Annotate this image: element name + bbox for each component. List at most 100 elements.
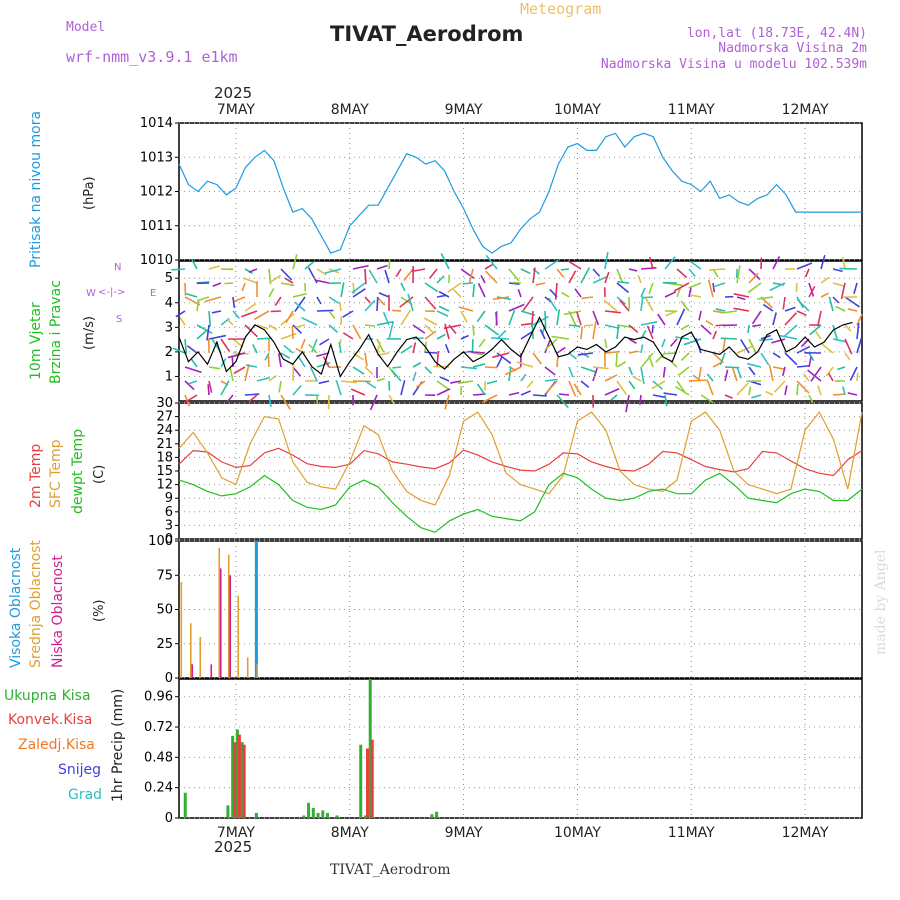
wind-arrow <box>632 375 642 382</box>
wind-arrow <box>211 310 222 314</box>
wind-arrow <box>856 372 859 382</box>
wind-arrow <box>640 321 658 326</box>
model-name: wrf-nmm_v3.9.1 e1km <box>66 48 238 66</box>
wind-arrow <box>204 296 222 303</box>
wind-arrow <box>713 282 726 288</box>
wind-arrow <box>675 336 690 340</box>
wind-arrow <box>556 346 566 354</box>
wind-arrow <box>844 296 860 308</box>
wind-arrow <box>319 338 330 346</box>
wind-arrow <box>244 324 258 338</box>
wind-arrow <box>196 324 213 334</box>
precip-bar <box>359 744 363 818</box>
wind-arrow <box>196 299 200 312</box>
wind-arrow <box>352 366 365 375</box>
wind-arrow <box>648 256 654 270</box>
wind-arrow <box>651 380 666 390</box>
wind-arrow <box>268 375 277 382</box>
wind-arrow <box>784 385 788 396</box>
wind-arrow <box>472 363 486 368</box>
wind-arrow <box>832 282 845 287</box>
wind-arrow <box>220 380 230 396</box>
wind-arrow <box>504 366 522 376</box>
day-label-top: 12MAY <box>782 102 829 118</box>
cloud-bar <box>246 657 249 678</box>
day-label-top: 8MAY <box>331 102 369 118</box>
wind-arrow <box>615 352 618 367</box>
wind-arrow <box>245 364 258 368</box>
wind-arrow <box>472 352 484 356</box>
wind-arrow <box>256 324 269 330</box>
wind-arrow <box>460 310 468 323</box>
wind-arrow <box>208 366 221 370</box>
compass-cross: <-|-> <box>98 287 126 298</box>
wind-arrow <box>807 369 822 382</box>
wind-arrow <box>796 384 799 396</box>
wind-arrow <box>369 394 378 411</box>
precip-bar <box>254 812 258 818</box>
wind-arrow <box>795 282 798 292</box>
wind-arrow <box>186 345 198 354</box>
day-label-bottom: 10MAY <box>554 825 601 841</box>
precip-tick-label: 0.96 <box>144 690 173 705</box>
wind-arrow <box>376 338 385 353</box>
wind-arrow <box>731 367 738 382</box>
wind-arrow <box>568 366 574 378</box>
temp-tick-label: 3 <box>165 518 173 533</box>
footer-station: TIVAT_Aerodrom <box>330 862 451 878</box>
wind-arrow <box>399 296 414 308</box>
precip-bar <box>370 739 374 818</box>
wind-arrow <box>400 282 406 292</box>
wind-arrow <box>376 264 388 270</box>
wind-arrow <box>616 361 626 368</box>
wind-arrow <box>796 345 811 354</box>
wind-arrow <box>706 379 714 396</box>
model-label: Model <box>66 20 106 35</box>
wind-arrow <box>651 324 654 334</box>
wind-arrow <box>248 268 258 273</box>
wind-arrow <box>207 384 210 396</box>
wind-arrow <box>724 369 729 382</box>
wind-arrow <box>283 344 294 354</box>
wind-arrow <box>484 366 498 369</box>
wind-arrow <box>492 296 510 301</box>
wind-arrow <box>603 299 618 312</box>
wind-arrow <box>280 282 295 287</box>
wind-arrow <box>206 324 210 341</box>
wind-arrow <box>810 366 822 382</box>
precip-bar <box>307 802 311 818</box>
wind-arrow <box>698 310 702 321</box>
wind-arrow <box>796 262 813 270</box>
day-label-bottom: 8MAY <box>331 825 369 841</box>
wind-arrow <box>772 366 785 370</box>
wind-arrow <box>295 324 306 328</box>
wind-arrow <box>832 296 840 304</box>
wind-arrow <box>856 337 863 354</box>
wind-arrow <box>443 324 462 330</box>
wind-arrow <box>208 334 227 340</box>
wind-arrow <box>412 324 426 334</box>
wind-arrow <box>616 268 624 283</box>
wind-arrow <box>604 350 620 354</box>
wind-arrow <box>628 268 638 272</box>
wind-arrow <box>700 324 712 335</box>
wind-arrow <box>338 341 342 354</box>
wind-arrow <box>592 366 609 370</box>
wind-arrow <box>208 380 213 393</box>
wind-arrow <box>640 287 646 298</box>
wind-arrow <box>196 296 210 302</box>
temp-tick-label: 18 <box>156 450 173 465</box>
temp-sfc-line <box>178 410 863 506</box>
wind-arrow <box>284 277 294 284</box>
day-label-bottom: 9MAY <box>445 825 483 841</box>
wind-arrow <box>648 355 654 368</box>
wind-arrow <box>208 310 212 327</box>
wind-arrow <box>415 380 426 389</box>
wind-arrow <box>352 352 364 361</box>
wind-arrow <box>820 254 826 270</box>
wind-arrow <box>808 394 814 404</box>
wind-arrow <box>328 310 336 319</box>
wind-arrow <box>364 366 374 375</box>
wind-arrow <box>478 338 486 348</box>
